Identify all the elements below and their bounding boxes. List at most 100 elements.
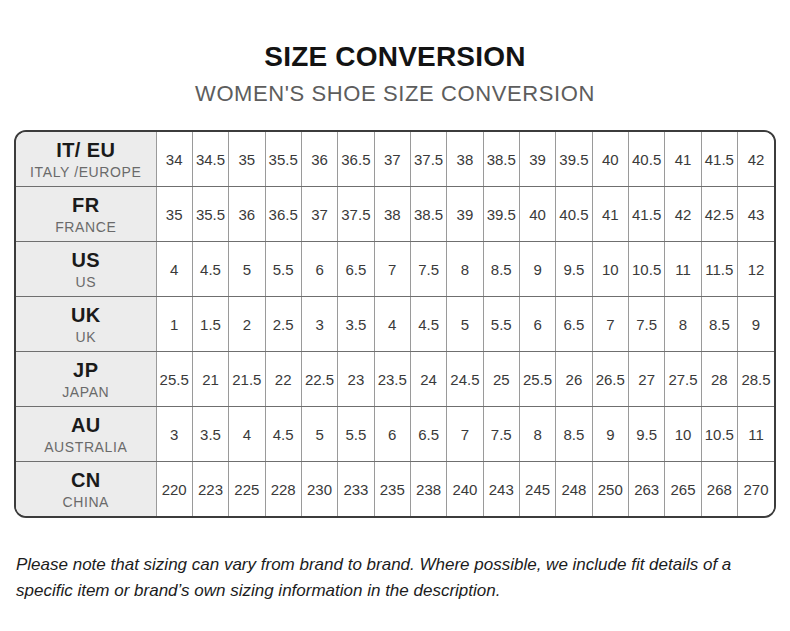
- row-region-label: UK: [16, 328, 156, 346]
- size-value-cell: 7: [592, 297, 628, 352]
- size-value-cell: 1: [156, 297, 192, 352]
- size-value-cell: 228: [265, 462, 301, 517]
- size-value-cell: 2.5: [265, 297, 301, 352]
- size-value-cell: 6: [301, 242, 337, 297]
- row-header-cell: UKUK: [16, 297, 156, 352]
- size-value-cell: 6: [519, 297, 555, 352]
- table-row: JPJAPAN25.52121.52222.52323.52424.52525.…: [16, 352, 774, 407]
- size-value-cell: 39.5: [556, 132, 592, 187]
- size-value-cell: 40: [592, 132, 628, 187]
- size-value-cell: 263: [628, 462, 664, 517]
- size-table: IT/ EUITALY /EUROPE3434.53535.53636.5373…: [16, 132, 774, 516]
- size-value-cell: 41: [665, 132, 701, 187]
- size-value-cell: 7: [374, 242, 410, 297]
- table-row: FRFRANCE3535.53636.53737.53838.53939.540…: [16, 187, 774, 242]
- size-value-cell: 9: [519, 242, 555, 297]
- size-value-cell: 8.5: [483, 242, 519, 297]
- size-value-cell: 42: [738, 132, 775, 187]
- size-value-cell: 24.5: [447, 352, 483, 407]
- size-value-cell: 6.5: [338, 242, 374, 297]
- row-header-cell: USUS: [16, 242, 156, 297]
- row-header-cell: FRFRANCE: [16, 187, 156, 242]
- row-code-label: JP: [16, 358, 156, 382]
- size-value-cell: 28: [701, 352, 737, 407]
- sizing-footnote: Please note that sizing can vary from br…: [16, 552, 774, 604]
- size-value-cell: 37: [374, 132, 410, 187]
- size-table-body: IT/ EUITALY /EUROPE3434.53535.53636.5373…: [16, 132, 774, 516]
- size-value-cell: 23.5: [374, 352, 410, 407]
- size-value-cell: 5: [301, 407, 337, 462]
- size-value-cell: 12: [738, 242, 775, 297]
- size-value-cell: 9.5: [628, 407, 664, 462]
- size-value-cell: 2: [229, 297, 265, 352]
- size-value-cell: 7.5: [628, 297, 664, 352]
- size-value-cell: 5.5: [265, 242, 301, 297]
- size-value-cell: 240: [447, 462, 483, 517]
- size-value-cell: 40.5: [556, 187, 592, 242]
- size-value-cell: 21.5: [229, 352, 265, 407]
- size-value-cell: 37: [301, 187, 337, 242]
- table-row: USUS44.555.566.577.588.599.51010.51111.5…: [16, 242, 774, 297]
- size-value-cell: 8: [519, 407, 555, 462]
- size-value-cell: 35: [156, 187, 192, 242]
- size-value-cell: 3: [156, 407, 192, 462]
- size-value-cell: 36: [229, 187, 265, 242]
- size-value-cell: 8.5: [701, 297, 737, 352]
- size-value-cell: 42.5: [701, 187, 737, 242]
- row-header-cell: IT/ EUITALY /EUROPE: [16, 132, 156, 187]
- size-value-cell: 11: [665, 242, 701, 297]
- size-value-cell: 27.5: [665, 352, 701, 407]
- row-region-label: FRANCE: [16, 218, 156, 236]
- row-header-cell: JPJAPAN: [16, 352, 156, 407]
- size-value-cell: 26.5: [592, 352, 628, 407]
- size-value-cell: 22.5: [301, 352, 337, 407]
- table-row: IT/ EUITALY /EUROPE3434.53535.53636.5373…: [16, 132, 774, 187]
- size-value-cell: 35.5: [265, 132, 301, 187]
- size-value-cell: 7: [447, 407, 483, 462]
- size-value-cell: 34: [156, 132, 192, 187]
- size-value-cell: 38.5: [410, 187, 446, 242]
- size-value-cell: 8: [447, 242, 483, 297]
- size-value-cell: 37.5: [410, 132, 446, 187]
- size-value-cell: 40: [519, 187, 555, 242]
- table-row: AUAUSTRALIA33.544.555.566.577.588.599.51…: [16, 407, 774, 462]
- size-value-cell: 8: [665, 297, 701, 352]
- size-value-cell: 25.5: [519, 352, 555, 407]
- size-value-cell: 28.5: [738, 352, 775, 407]
- size-value-cell: 9.5: [556, 242, 592, 297]
- size-value-cell: 7.5: [410, 242, 446, 297]
- size-value-cell: 230: [301, 462, 337, 517]
- table-row: UKUK11.522.533.544.555.566.577.588.59: [16, 297, 774, 352]
- size-value-cell: 1.5: [192, 297, 228, 352]
- size-value-cell: 39.5: [483, 187, 519, 242]
- size-value-cell: 36.5: [265, 187, 301, 242]
- size-value-cell: 5.5: [483, 297, 519, 352]
- row-code-label: CN: [16, 468, 156, 492]
- row-header-cell: CNCHINA: [16, 462, 156, 517]
- size-value-cell: 223: [192, 462, 228, 517]
- row-code-label: FR: [16, 193, 156, 217]
- size-value-cell: 4: [229, 407, 265, 462]
- size-value-cell: 220: [156, 462, 192, 517]
- size-value-cell: 270: [738, 462, 775, 517]
- size-value-cell: 6.5: [410, 407, 446, 462]
- size-value-cell: 4: [156, 242, 192, 297]
- size-value-cell: 5.5: [338, 407, 374, 462]
- size-value-cell: 23: [338, 352, 374, 407]
- size-value-cell: 41.5: [628, 187, 664, 242]
- size-value-cell: 21: [192, 352, 228, 407]
- size-value-cell: 4.5: [192, 242, 228, 297]
- size-value-cell: 3: [301, 297, 337, 352]
- size-value-cell: 9: [738, 297, 775, 352]
- size-value-cell: 268: [701, 462, 737, 517]
- size-value-cell: 34.5: [192, 132, 228, 187]
- size-value-cell: 10: [665, 407, 701, 462]
- row-region-label: CHINA: [16, 493, 156, 511]
- size-value-cell: 6.5: [556, 297, 592, 352]
- size-value-cell: 38.5: [483, 132, 519, 187]
- size-value-cell: 43: [738, 187, 775, 242]
- size-value-cell: 11.5: [701, 242, 737, 297]
- size-value-cell: 10: [592, 242, 628, 297]
- size-value-cell: 36: [301, 132, 337, 187]
- size-value-cell: 3.5: [192, 407, 228, 462]
